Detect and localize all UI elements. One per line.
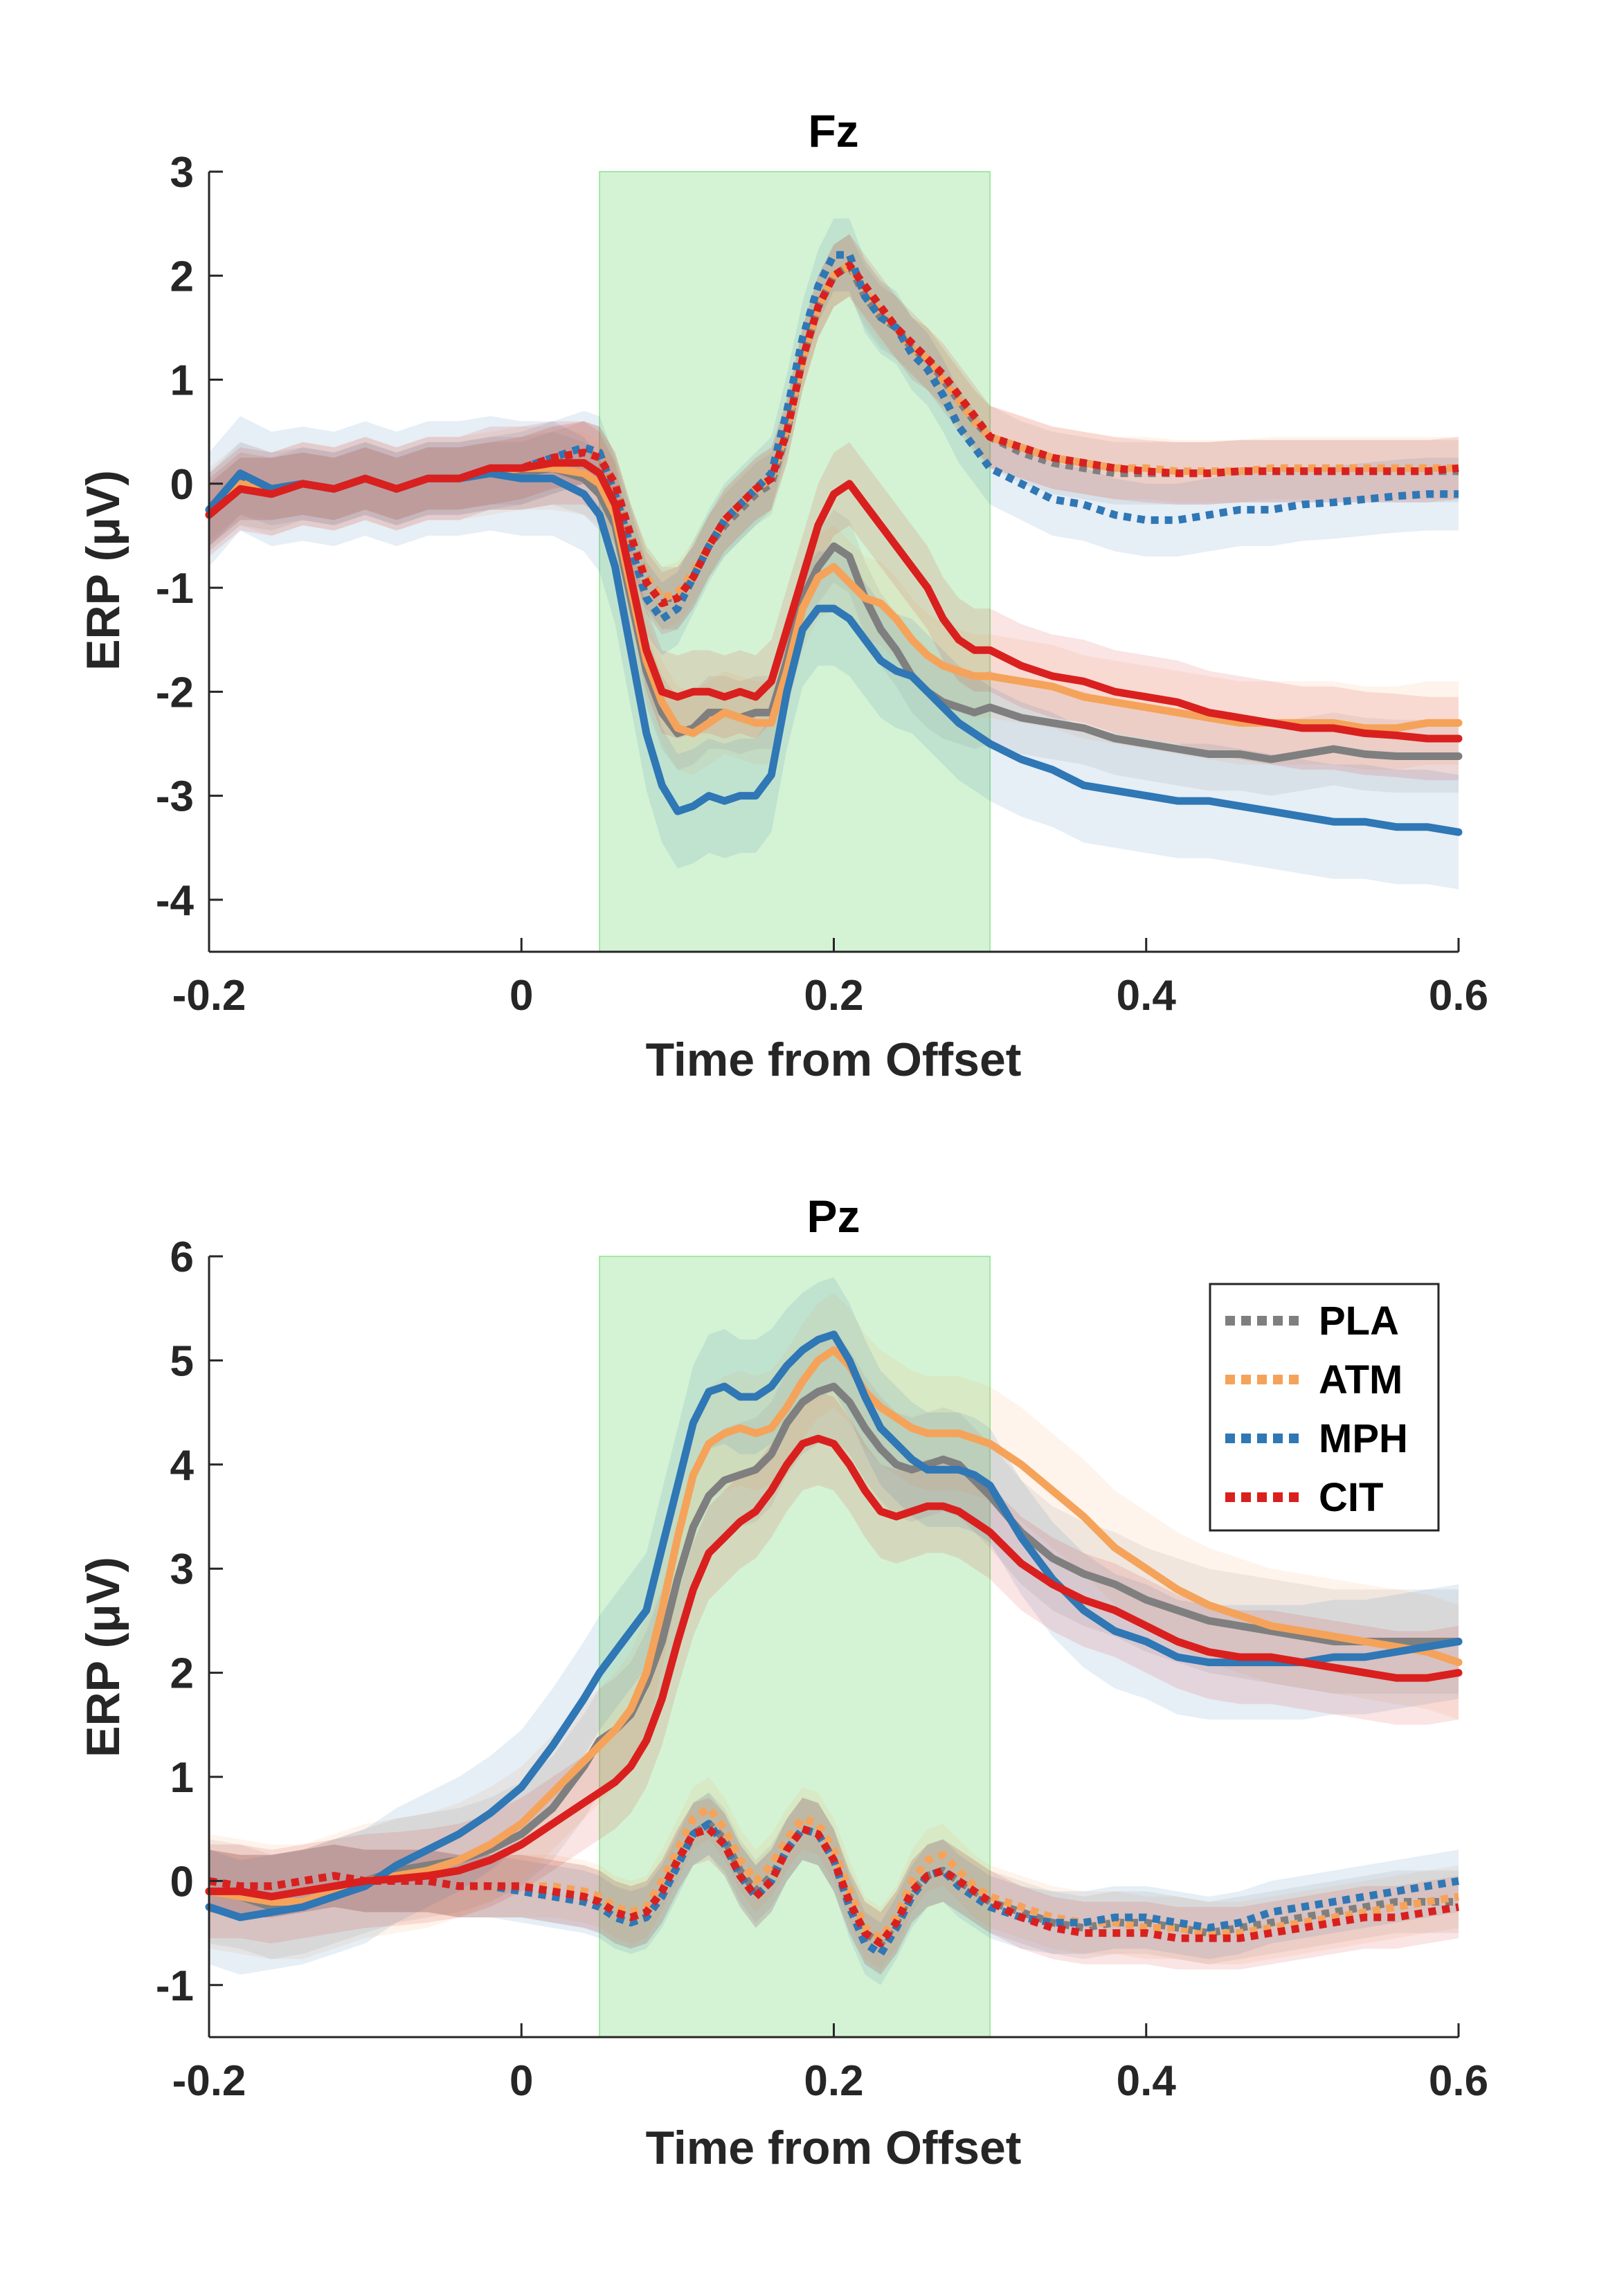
fz-band-cit-solid	[209, 421, 1459, 781]
legend-entry-pla: PLA	[1225, 1299, 1399, 1344]
fz-y-tick-label: -4	[156, 877, 195, 925]
legend-entry-atm: ATM	[1225, 1357, 1402, 1402]
pz-y-tick-label: -1	[156, 1962, 194, 2010]
fz-axes: -0.2 0 0.2 0.4 0.6 3 2 1 0 -1 -2 -3 -4	[156, 149, 1488, 1020]
fz-y-tick-label: 1	[170, 357, 194, 405]
fz-band-atm-solid	[209, 426, 1459, 775]
pz-y-tick-label: 4	[170, 1442, 195, 1490]
pz-band-atm-solid	[209, 1292, 1459, 1960]
fz-y-tick-label: -2	[156, 669, 194, 716]
pz-panel: -0.2 0 0.2 0.4 0.6 6 5 4 3 2 1 0 -1 Pz Time from Off…	[77, 1191, 1488, 2174]
fz-x-tick-label: 0.2	[804, 972, 863, 1020]
fz-y-tick-label: -1	[156, 565, 194, 613]
pz-line-mph-solid	[205, 1330, 1463, 1922]
legend-label-atm: ATM	[1319, 1357, 1402, 1402]
fz-band-pla-solid	[209, 431, 1459, 796]
pz-x-tick-label: -0.2	[172, 2057, 246, 2105]
pz-line-cit-dotted	[208, 1825, 1459, 1948]
pz-band-mph-solid	[209, 1277, 1459, 1975]
pz-y-tick-label: 1	[170, 1754, 194, 1802]
pz-x-axis-label: Time from Offset	[646, 2122, 1022, 2174]
legend-label-mph: MPH	[1319, 1416, 1408, 1461]
legend-label-pla: PLA	[1319, 1299, 1399, 1344]
fz-y-tick-label: 2	[170, 253, 194, 300]
legend-entry-mph: MPH	[1225, 1416, 1408, 1461]
fz-y-tick-label: 3	[170, 149, 194, 197]
pz-lines	[205, 1330, 1463, 1958]
pz-x-tick-label: 0.4	[1117, 2057, 1177, 2105]
pz-title: Pz	[806, 1191, 860, 1242]
pz-x-tick-label: 0.2	[804, 2057, 863, 2105]
pz-band-mph-dotted	[209, 1792, 1459, 1985]
fz-x-tick-label: 0.4	[1117, 972, 1177, 1020]
fz-panel: -0.2 0 0.2 0.4 0.6 3 2 1 0 -1 -2 -3 -4 Fz Time from …	[77, 105, 1488, 1086]
fz-line-cit-solid	[205, 459, 1463, 743]
fz-y-tick-label: -3	[156, 773, 194, 821]
fz-x-axis-label: Time from Offset	[646, 1033, 1022, 1086]
fz-x-tick-label: -0.2	[172, 972, 246, 1020]
fz-lines	[205, 251, 1463, 836]
fz-y-tick-label: 0	[170, 461, 194, 509]
pz-band-pla-solid	[209, 1334, 1459, 1960]
pz-line-pla-solid	[205, 1382, 1463, 1911]
pz-y-tick-label: 5	[170, 1337, 194, 1385]
legend-label-cit: CIT	[1319, 1475, 1383, 1520]
pz-y-tick-label: 0	[170, 1858, 194, 1906]
fz-line-mph-solid	[205, 469, 1463, 836]
pz-y-tick-label: 2	[170, 1650, 194, 1698]
pz-line-cit-solid	[205, 1434, 1463, 1901]
fz-x-tick-label: 0.6	[1429, 972, 1488, 1020]
pz-x-tick-label: 0.6	[1429, 2057, 1488, 2105]
pz-x-tick-label: 0	[509, 2057, 533, 2105]
fz-shaded-window	[599, 171, 991, 952]
legend: PLA ATM MPH CIT	[1209, 1283, 1440, 1532]
pz-y-tick-label: 3	[170, 1546, 194, 1593]
fz-band-mph-dotted	[209, 218, 1459, 656]
pz-shaded-window	[599, 1256, 991, 2038]
pz-line-atm-solid	[205, 1346, 1463, 1906]
legend-entry-cit: CIT	[1225, 1475, 1383, 1520]
pz-y-tick-label: 6	[170, 1233, 194, 1281]
fz-band-mph-solid	[209, 416, 1459, 889]
pz-axes: -0.2 0 0.2 0.4 0.6 6 5 4 3 2 1 0 -1	[156, 1233, 1488, 2105]
pz-band-cit-solid	[209, 1391, 1459, 1944]
fz-error-bands	[209, 218, 1459, 889]
fz-x-tick-label: 0	[509, 972, 533, 1020]
fz-title: Fz	[808, 105, 858, 156]
fz-y-axis-label: ERP (μV)	[77, 470, 129, 671]
pz-y-axis-label: ERP (μV)	[77, 1557, 129, 1757]
